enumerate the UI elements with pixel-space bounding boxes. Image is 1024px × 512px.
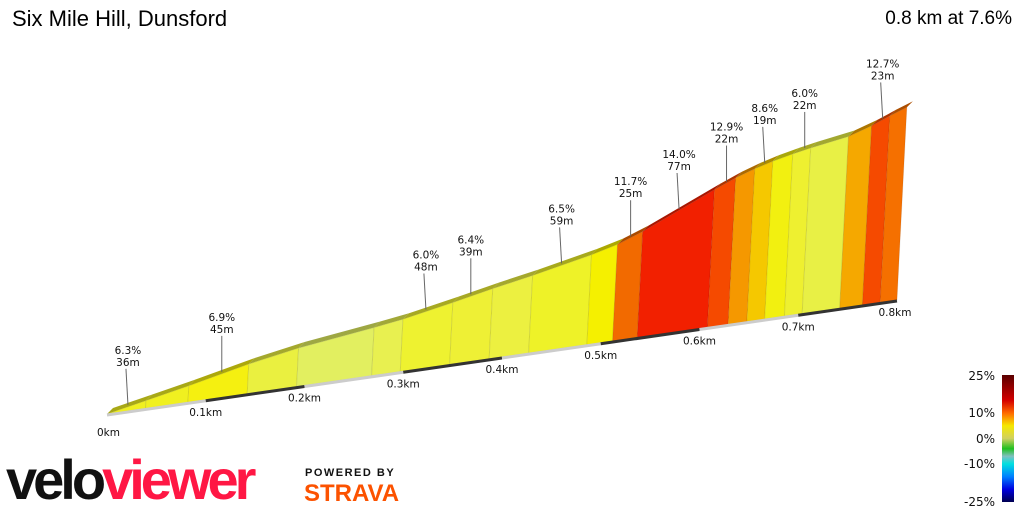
distance-scale-segment bbox=[403, 356, 503, 374]
annotation-gradient: 14.0% bbox=[662, 149, 695, 161]
annotation-length: 22m bbox=[793, 100, 817, 112]
annotation-gradient: 12.7% bbox=[866, 58, 899, 70]
annotation-leader bbox=[423, 273, 427, 310]
annotation-length: 25m bbox=[619, 188, 643, 200]
annotation-leader bbox=[559, 227, 563, 264]
annotation-gradient: 12.9% bbox=[710, 122, 743, 134]
annotation-gradient: 6.5% bbox=[548, 203, 575, 215]
profile-ridge bbox=[532, 248, 598, 276]
gradient-segment bbox=[399, 301, 454, 373]
profile-ridge bbox=[810, 130, 855, 148]
annotation-gradient: 8.6% bbox=[751, 103, 778, 115]
legend-tick-label: -25% bbox=[964, 495, 995, 509]
profile-ridge bbox=[848, 119, 878, 137]
strava-logo[interactable]: STRAVA bbox=[304, 480, 400, 507]
climb-summary: 0.8 km at 7.6% bbox=[885, 8, 1012, 29]
distance-scale-segment bbox=[205, 385, 305, 403]
annotation-leader bbox=[762, 126, 766, 163]
legend-tick-label: -10% bbox=[964, 457, 995, 471]
legend-tick-label: 10% bbox=[968, 406, 995, 420]
annotation-leader bbox=[676, 172, 680, 210]
logo-velo: velo bbox=[6, 448, 106, 511]
climb-title: Six Mile Hill, Dunsford bbox=[12, 6, 228, 31]
x-tick-label: 0.1km bbox=[189, 407, 222, 419]
profile-ridge bbox=[617, 225, 649, 245]
gradient-segment bbox=[371, 318, 404, 377]
profile-ridge bbox=[107, 394, 152, 414]
annotation-gradient: 11.7% bbox=[614, 176, 647, 188]
annotation-gradient: 6.3% bbox=[115, 345, 142, 357]
x-tick-label: 0.5km bbox=[584, 350, 617, 362]
profile-ridge bbox=[188, 357, 255, 386]
annotation-length: 39m bbox=[459, 246, 483, 258]
profile-ridge bbox=[772, 147, 799, 162]
annotation-length: 77m bbox=[667, 161, 691, 173]
profile-ridge bbox=[298, 321, 381, 349]
annotation-gradient: 6.4% bbox=[457, 234, 484, 246]
annotation-length: 48m bbox=[414, 262, 438, 274]
x-tick-label: 0.8km bbox=[878, 307, 911, 319]
annotation-length: 45m bbox=[210, 324, 234, 336]
annotation-leader bbox=[125, 368, 129, 405]
profile-ridge bbox=[754, 155, 779, 169]
profile-ridge bbox=[591, 238, 624, 255]
annotation-length: 36m bbox=[116, 357, 140, 369]
profile-ridge bbox=[248, 342, 305, 364]
gradient-segment bbox=[528, 254, 593, 354]
distance-scale-segment bbox=[798, 299, 898, 317]
x-tick-label: 0.2km bbox=[288, 393, 321, 405]
annotation-gradient: 6.9% bbox=[208, 312, 235, 324]
annotation-gradient: 6.0% bbox=[413, 250, 440, 262]
annotation-leader bbox=[880, 82, 884, 119]
veloviewer-logo[interactable]: veloviewer bbox=[6, 452, 256, 508]
profile-ridge bbox=[492, 269, 539, 289]
legend-tick-label: 0% bbox=[976, 432, 995, 446]
profile-ridge bbox=[714, 171, 742, 190]
distance-scale-segment bbox=[600, 328, 700, 346]
annotation-length: 22m bbox=[715, 134, 739, 146]
annotation-gradient: 6.0% bbox=[791, 88, 818, 100]
profile-ridge bbox=[402, 296, 459, 320]
annotation-length: 59m bbox=[550, 215, 574, 227]
x-tick-label: 0.3km bbox=[387, 378, 420, 390]
distance-scale-segment bbox=[304, 370, 404, 388]
legend-tick-label: 25% bbox=[968, 369, 995, 383]
distance-scale-segment bbox=[501, 342, 601, 360]
x-tick-label: 0.6km bbox=[683, 336, 716, 348]
distance-scale-segment bbox=[106, 399, 206, 417]
x-tick-label: 0km bbox=[97, 427, 120, 439]
x-tick-label: 0.7km bbox=[782, 321, 815, 333]
profile-ridge bbox=[145, 379, 195, 401]
profile-ridge bbox=[374, 313, 409, 328]
x-tick-label: 0.4km bbox=[485, 364, 518, 376]
logo-viewer: viewer bbox=[102, 448, 256, 511]
annotation-length: 19m bbox=[753, 115, 777, 127]
gradient-segment bbox=[488, 274, 534, 360]
profile-ridge bbox=[735, 162, 761, 178]
profile-ridge bbox=[642, 183, 721, 232]
profile-ridge bbox=[889, 101, 913, 116]
gradient-legend: 25% 10% 0% -10% -25% bbox=[964, 369, 1014, 509]
distance-scale-segment bbox=[699, 313, 799, 331]
profile-ridge bbox=[452, 282, 499, 303]
legend-color-bar bbox=[1002, 375, 1014, 502]
powered-by-label: POWERED BY bbox=[305, 467, 396, 479]
annotation-length: 23m bbox=[871, 70, 895, 82]
profile-ridge bbox=[871, 109, 896, 126]
